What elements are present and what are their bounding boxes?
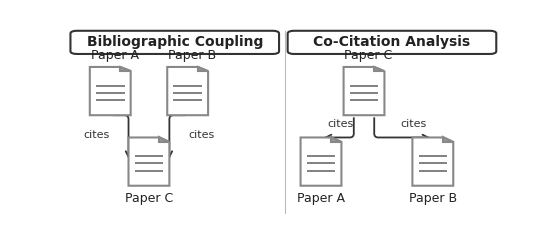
Text: cites: cites [189, 130, 215, 140]
Text: Paper A: Paper A [297, 192, 345, 205]
Text: cites: cites [83, 130, 109, 140]
Text: Paper C: Paper C [125, 192, 173, 205]
Polygon shape [331, 137, 341, 142]
Text: Paper C: Paper C [345, 49, 393, 62]
Polygon shape [301, 137, 341, 186]
Text: Paper B: Paper B [409, 192, 457, 205]
Text: cites: cites [327, 120, 354, 129]
Text: Bibliographic Coupling: Bibliographic Coupling [87, 35, 263, 49]
Polygon shape [120, 67, 130, 71]
Polygon shape [90, 67, 130, 115]
Polygon shape [129, 137, 169, 186]
Polygon shape [374, 67, 385, 71]
FancyBboxPatch shape [287, 31, 496, 54]
Text: Paper B: Paper B [168, 49, 216, 62]
Text: Co-Citation Analysis: Co-Citation Analysis [314, 35, 471, 49]
Polygon shape [344, 67, 385, 115]
Polygon shape [443, 137, 453, 142]
Polygon shape [167, 67, 208, 115]
Polygon shape [198, 67, 208, 71]
Text: Paper A: Paper A [90, 49, 139, 62]
Polygon shape [412, 137, 453, 186]
Text: cites: cites [400, 120, 427, 129]
FancyBboxPatch shape [70, 31, 279, 54]
Polygon shape [159, 137, 169, 142]
